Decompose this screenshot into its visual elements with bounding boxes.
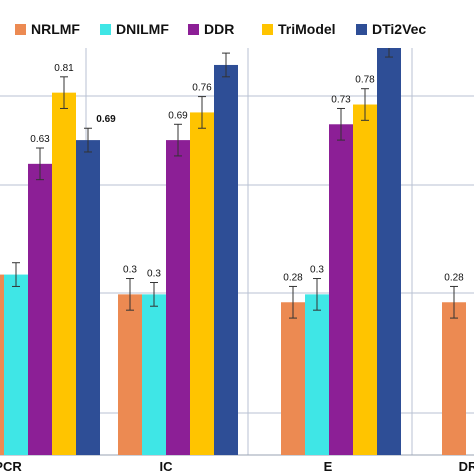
legend-label: TriModel bbox=[278, 21, 336, 37]
data-label: 0.3 bbox=[147, 268, 161, 279]
bar-trimodel-ic bbox=[190, 112, 214, 456]
category-labels: PCR IC E DR bbox=[0, 459, 474, 474]
data-label: 0.63 bbox=[30, 134, 50, 145]
bar-dnilmf-pcr bbox=[4, 274, 28, 455]
data-label: 0.76 bbox=[192, 83, 212, 94]
data-label: 0.28 bbox=[283, 272, 303, 283]
bar-ddr-e bbox=[329, 124, 353, 455]
data-label: 0.3 bbox=[123, 265, 137, 276]
bar-dnilmf-ic bbox=[142, 294, 166, 455]
bar-nrlmf-ic bbox=[118, 294, 142, 455]
data-label: 0.78 bbox=[355, 75, 375, 86]
bar-dnilmf-e bbox=[305, 294, 329, 455]
data-label: 0.69 bbox=[168, 110, 188, 121]
bar-nrlmf-e bbox=[281, 302, 305, 455]
category-label: IC bbox=[160, 459, 174, 474]
bar-ddr-pcr bbox=[28, 163, 52, 455]
bars bbox=[0, 45, 466, 456]
legend: NRLMF DNILMF DDR TriModel DTi2Vec bbox=[0, 13, 474, 48]
category-label: DR bbox=[459, 459, 474, 474]
bar-ddr-ic bbox=[166, 140, 190, 456]
data-label: 0.73 bbox=[331, 94, 351, 105]
legend-swatch bbox=[262, 24, 273, 35]
data-label: 0.81 bbox=[54, 63, 74, 74]
bar-nrlmf-dr bbox=[442, 302, 466, 455]
bar-dti2vec-e bbox=[377, 45, 401, 456]
bar-nrlmf-pcr bbox=[0, 274, 4, 455]
bar-trimodel-pcr bbox=[52, 92, 76, 456]
legend-swatch bbox=[100, 24, 111, 35]
category-label: PCR bbox=[0, 459, 22, 474]
legend-label: DNILMF bbox=[116, 21, 169, 37]
legend-background bbox=[0, 13, 474, 48]
data-label: 0.69 bbox=[96, 114, 116, 125]
data-label: 0.3 bbox=[310, 265, 324, 276]
legend-swatch bbox=[15, 24, 26, 35]
legend-swatch bbox=[356, 24, 367, 35]
legend-label: DDR bbox=[204, 21, 234, 37]
bar-dti2vec-pcr bbox=[76, 140, 100, 456]
bar-dti2vec-ic bbox=[214, 64, 238, 456]
legend-label: DTi2Vec bbox=[372, 21, 426, 37]
data-label: 0.28 bbox=[444, 272, 464, 283]
legend-label: NRLMF bbox=[31, 21, 80, 37]
legend-swatch bbox=[188, 24, 199, 35]
bar-trimodel-e bbox=[353, 104, 377, 455]
category-label: E bbox=[324, 459, 333, 474]
